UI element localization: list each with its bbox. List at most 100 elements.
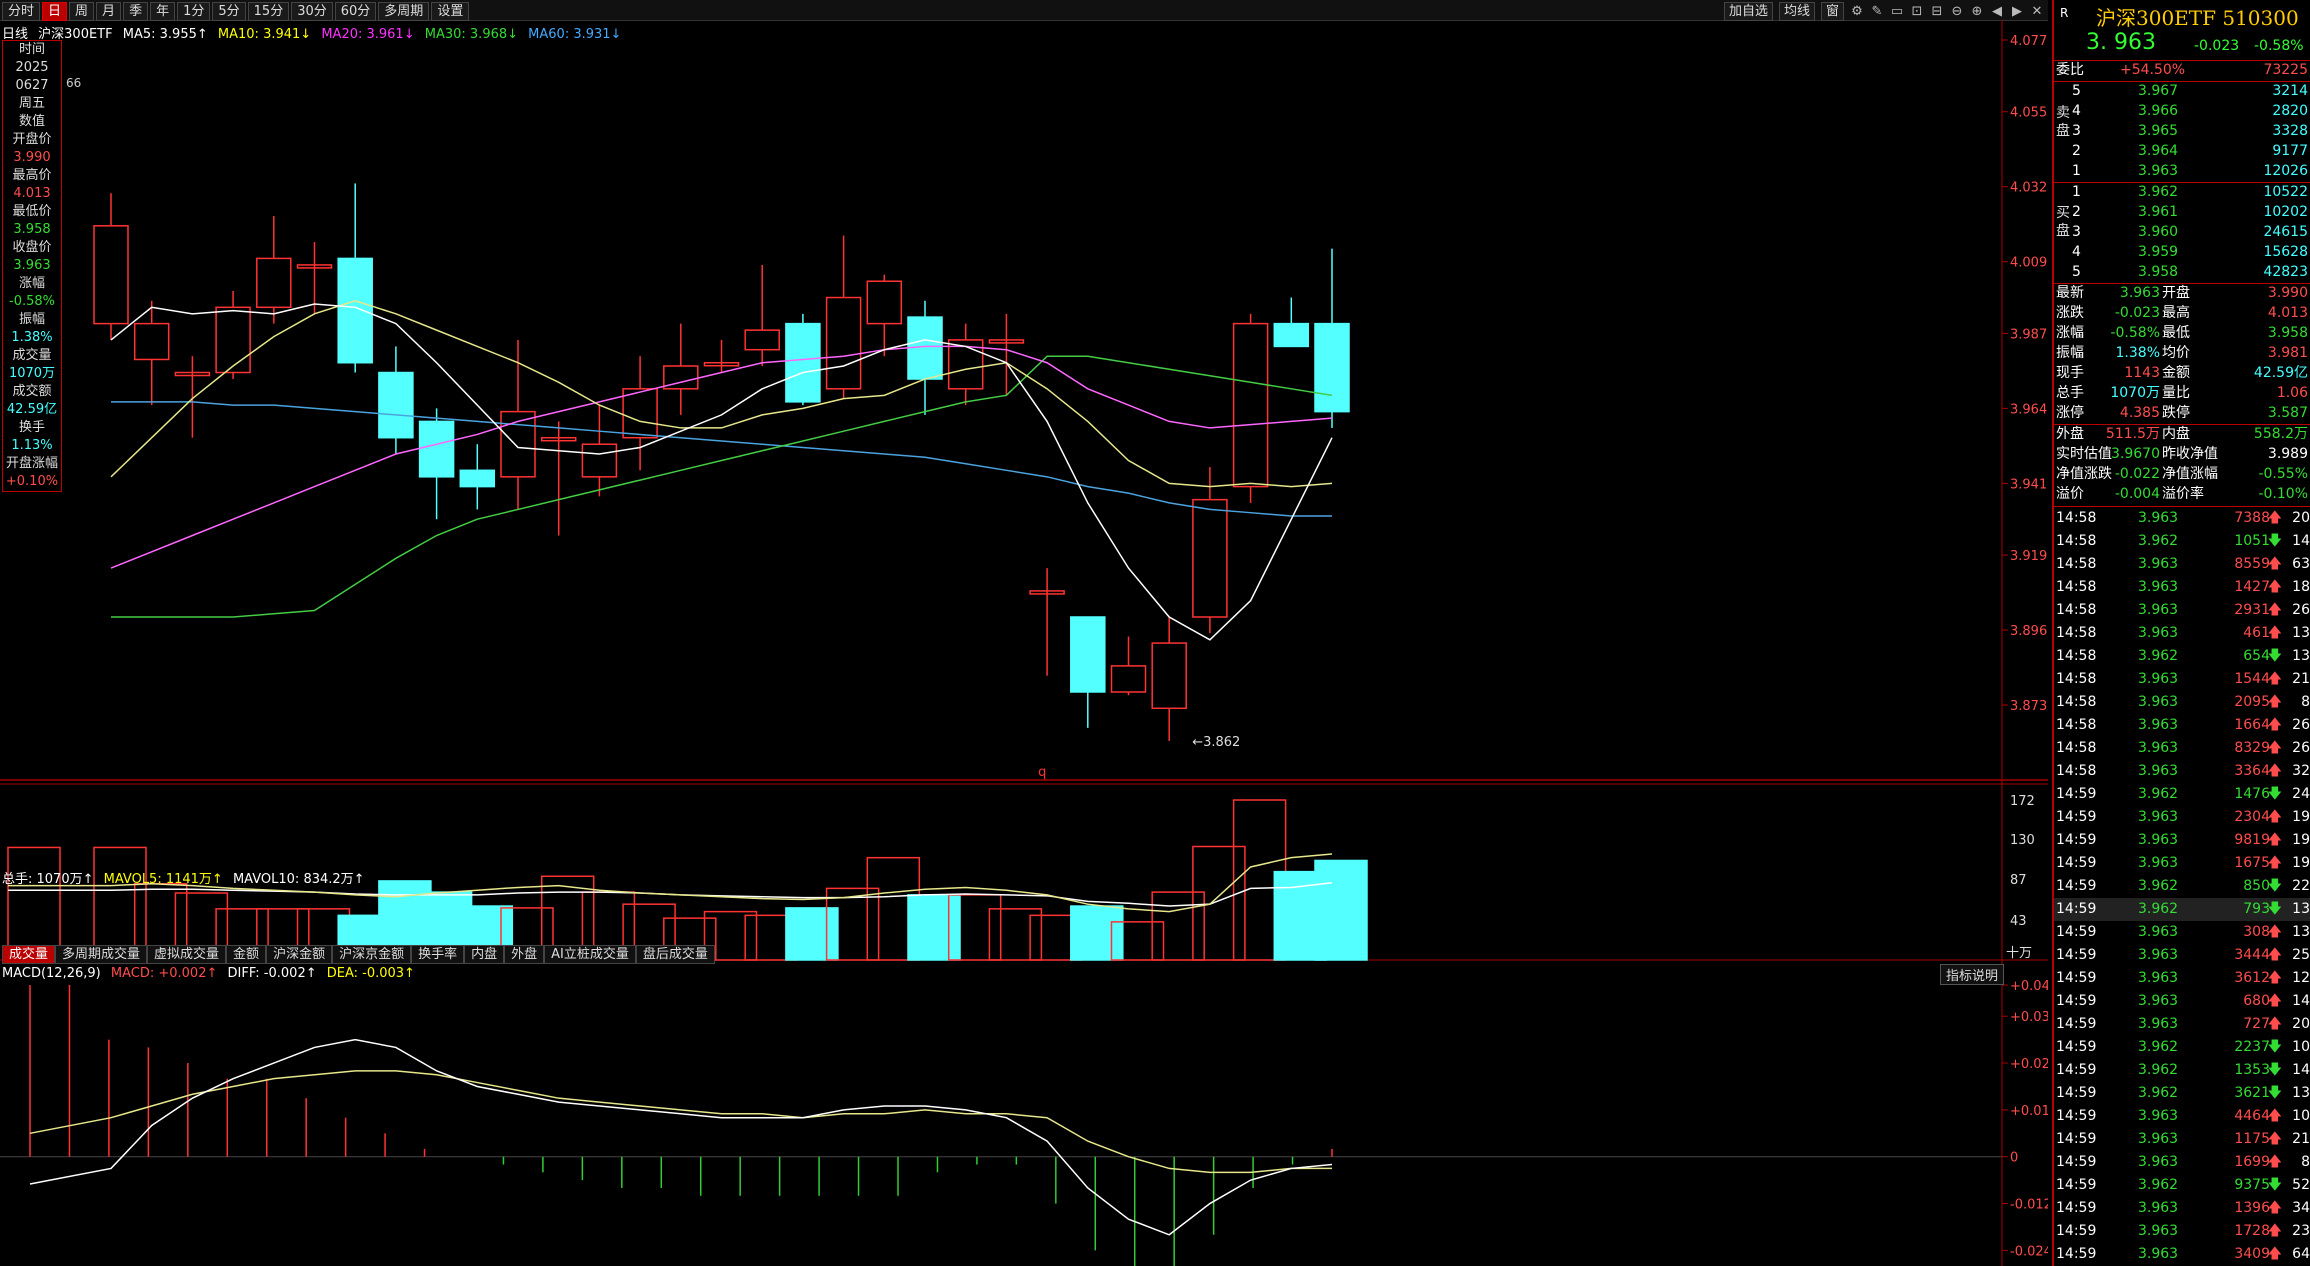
indicator-tab-2[interactable]: 虚拟成交量 bbox=[147, 945, 227, 964]
period-tab-2[interactable]: 周 bbox=[69, 2, 95, 21]
stat-value: -0.023 bbox=[2114, 305, 2160, 321]
indicator-tab-3[interactable]: 金额 bbox=[226, 945, 267, 964]
security-name[interactable]: 沪深300ETF 510300 bbox=[2096, 6, 2299, 30]
tick-price: 3.962 bbox=[2138, 648, 2179, 664]
candle[interactable] bbox=[1151, 617, 1187, 741]
candle[interactable] bbox=[947, 323, 984, 406]
candle[interactable] bbox=[581, 405, 618, 497]
candle[interactable] bbox=[133, 300, 170, 406]
period-tab-7[interactable]: 5分 bbox=[212, 2, 246, 21]
candle[interactable] bbox=[1070, 616, 1106, 728]
period-tab-9[interactable]: 30分 bbox=[291, 2, 333, 21]
stat-value: 4.013 bbox=[2267, 305, 2308, 321]
candle[interactable] bbox=[540, 421, 577, 536]
candle[interactable] bbox=[174, 356, 211, 438]
tick-volume: 3612 bbox=[2234, 970, 2270, 986]
sell-price: 3.963 bbox=[2138, 163, 2179, 179]
candle[interactable] bbox=[1273, 297, 1310, 348]
candle[interactable] bbox=[744, 264, 780, 366]
mavol5-label: MAVOL5: 1141万↑ bbox=[103, 872, 223, 887]
lock-icon[interactable]: ⊡ bbox=[1911, 4, 1923, 19]
tick-count: 13 bbox=[2292, 625, 2310, 641]
candle[interactable] bbox=[1232, 313, 1269, 503]
candle[interactable] bbox=[256, 216, 292, 324]
stat-label: 昨收净值 bbox=[2162, 446, 2218, 462]
tick-volume: 9819 bbox=[2234, 832, 2270, 848]
toolbar-button-1[interactable]: 均线 bbox=[1778, 2, 1815, 21]
period-tab-3[interactable]: 月 bbox=[96, 2, 122, 21]
toolbar-button-2[interactable]: 窗 bbox=[1820, 2, 1844, 21]
tick-price: 3.963 bbox=[2138, 602, 2179, 618]
volume-tick-label: 130 bbox=[2010, 833, 2035, 848]
indicator-tab-0[interactable]: 成交量 bbox=[2, 945, 56, 964]
screen-icon[interactable]: ▭ bbox=[1890, 4, 1904, 19]
indicator-tab-1[interactable]: 多周期成交量 bbox=[55, 945, 148, 964]
tick-count: 14 bbox=[2292, 993, 2310, 1009]
volume-bar bbox=[825, 887, 880, 961]
period-tab-11[interactable]: 多周期 bbox=[378, 2, 430, 21]
tick-volume: 850 bbox=[2243, 878, 2270, 894]
period-tab-12[interactable]: 设置 bbox=[431, 2, 470, 21]
period-tab-4[interactable]: 季 bbox=[123, 2, 149, 21]
tick-price: 3.963 bbox=[2138, 694, 2179, 710]
stat-value: -0.10% bbox=[2258, 486, 2308, 502]
period-tab-0[interactable]: 分时 bbox=[2, 2, 41, 21]
settings-icon[interactable]: ⚙ bbox=[1851, 4, 1863, 19]
candle[interactable] bbox=[378, 346, 414, 455]
candle[interactable] bbox=[459, 444, 496, 510]
tick-row: 14:59 3.962 3621 🡇 13 bbox=[2054, 1082, 2310, 1105]
window-icon[interactable]: ⊟ bbox=[1931, 4, 1943, 19]
toolbar-button-0[interactable]: 加自选 bbox=[1723, 2, 1773, 21]
candle[interactable] bbox=[1314, 248, 1350, 428]
candle[interactable] bbox=[703, 339, 740, 373]
indicator-tab-10[interactable]: 盘后成交量 bbox=[635, 945, 715, 964]
period-tab-6[interactable]: 1分 bbox=[177, 2, 211, 21]
right-arrow-icon[interactable]: ▶ bbox=[2012, 4, 2022, 19]
indicator-tab-9[interactable]: AI立桩成交量 bbox=[544, 945, 636, 964]
candle[interactable] bbox=[825, 235, 862, 399]
candle[interactable] bbox=[1110, 636, 1147, 696]
candle[interactable] bbox=[785, 313, 821, 406]
candle[interactable] bbox=[663, 323, 699, 415]
tick-count: 8 bbox=[2301, 1154, 2310, 1170]
info-value: -0.58% bbox=[9, 294, 55, 309]
candle[interactable] bbox=[93, 193, 129, 340]
tick-row: 14:59 3.963 4464 🡅 10 bbox=[2054, 1105, 2310, 1128]
info-label: 涨幅 bbox=[18, 276, 45, 291]
candle[interactable] bbox=[337, 183, 373, 373]
up-arrow-icon: 🡅 bbox=[2267, 510, 2282, 526]
period-tab-8[interactable]: 15分 bbox=[247, 2, 290, 21]
tick-row: 14:58 3.962 654 🡇 13 bbox=[2054, 645, 2310, 668]
toolbar-right: 加自选 均线窗 ⚙ ✎ ▭ ⊡ ⊟ ⊖ ⊕ ◀ ▶ ✕ bbox=[1723, 2, 2044, 21]
period-tab-1[interactable]: 日 bbox=[42, 2, 68, 21]
period-label: 日线 bbox=[2, 27, 29, 42]
candle[interactable] bbox=[296, 242, 333, 314]
candle[interactable] bbox=[1192, 467, 1228, 634]
indicator-tab-8[interactable]: 外盘 bbox=[504, 945, 545, 964]
candle[interactable] bbox=[907, 300, 943, 415]
left-arrow-icon[interactable]: ◀ bbox=[1992, 4, 2002, 19]
tick-time: 14:58 bbox=[2056, 648, 2097, 664]
candle[interactable] bbox=[500, 339, 536, 510]
tick-time: 14:58 bbox=[2056, 671, 2097, 687]
indicator-help-button[interactable]: 指标说明 bbox=[1940, 964, 2005, 985]
tick-volume: 1544 bbox=[2234, 671, 2270, 687]
period-tab-10[interactable]: 60分 bbox=[334, 2, 377, 21]
period-tab-5[interactable]: 年 bbox=[150, 2, 176, 21]
candle[interactable] bbox=[622, 356, 658, 471]
pen-icon[interactable]: ✎ bbox=[1871, 4, 1883, 19]
buy-price: 3.960 bbox=[2138, 224, 2179, 240]
zoom-out-icon[interactable]: ⊖ bbox=[1951, 4, 1963, 19]
kline-chart[interactable]: 4.077 4.055 4.032 4.009 3.987 3.964 3.941 3.919… bbox=[0, 0, 2048, 1266]
indicator-tab-6[interactable]: 换手率 bbox=[411, 945, 465, 964]
candle[interactable] bbox=[418, 408, 455, 520]
tick-volume: 1396 bbox=[2234, 1200, 2270, 1216]
indicator-tab-7[interactable]: 内盘 bbox=[464, 945, 505, 964]
candle[interactable] bbox=[1029, 568, 1065, 676]
indicator-tab-5[interactable]: 沪深京金额 bbox=[332, 945, 412, 964]
candle[interactable] bbox=[215, 291, 251, 380]
indicator-tab-4[interactable]: 沪深金额 bbox=[266, 945, 333, 964]
candle[interactable] bbox=[866, 274, 903, 357]
close-icon[interactable]: ✕ bbox=[2031, 4, 2043, 19]
zoom-in-icon[interactable]: ⊕ bbox=[1971, 4, 1983, 19]
